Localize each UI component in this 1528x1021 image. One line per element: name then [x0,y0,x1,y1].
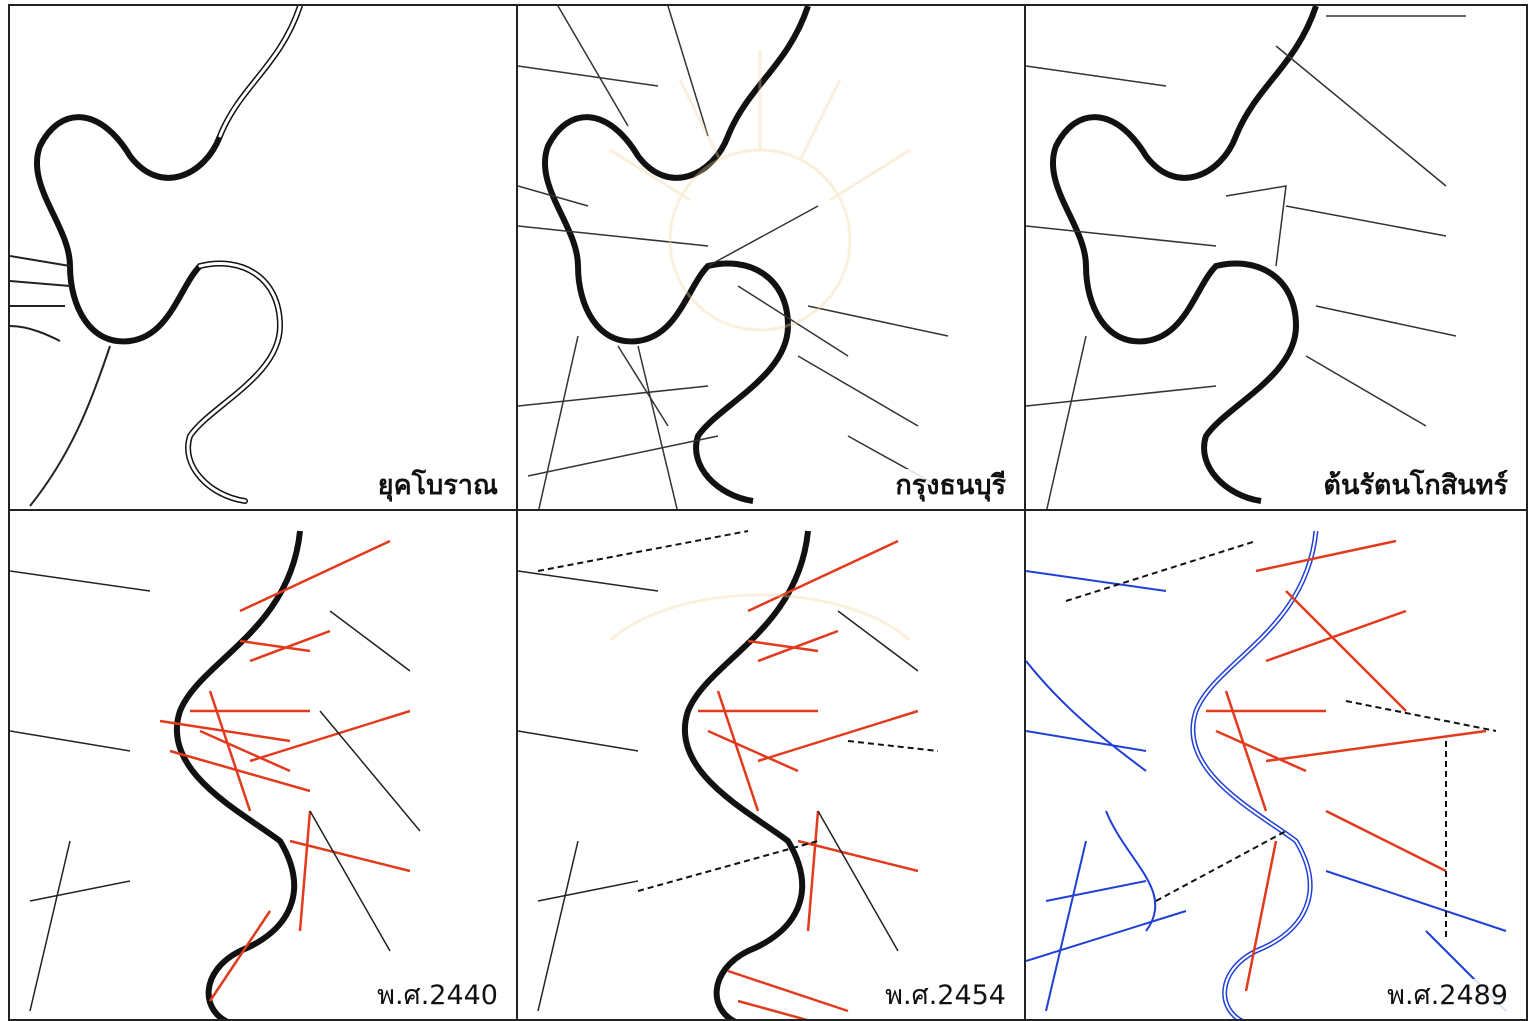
map-drawing [10,530,421,1019]
map-drawing [518,530,939,1019]
map-panel-2440: พ.ศ.2440 [8,509,518,1021]
map-panel-2454: พ.ศ.2454 [516,509,1026,1021]
panel-label: พ.ศ.2454 [881,979,1010,1013]
map-panel-early-rattanakosin: ต้นรัตนโกสินทร์ [1024,4,1528,511]
map-drawing [518,6,949,509]
map-panel-ancient: ยุคโบราณ [8,4,518,511]
map-drawing [1026,6,1466,509]
map-panel-thonburi: กรุงธนบุรี [516,4,1026,511]
panel-label: ยุคโบราณ [373,469,502,503]
map-drawing [10,6,303,507]
panel-label: กรุงธนบุรี [891,469,1010,503]
map-drawing [1026,530,1507,1019]
map-panel-2489: พ.ศ.2489 [1024,509,1528,1021]
panel-label: พ.ศ.2489 [1383,979,1512,1013]
panel-label: ต้นรัตนโกสินทร์ [1319,469,1512,503]
panel-label: พ.ศ.2440 [373,979,502,1013]
